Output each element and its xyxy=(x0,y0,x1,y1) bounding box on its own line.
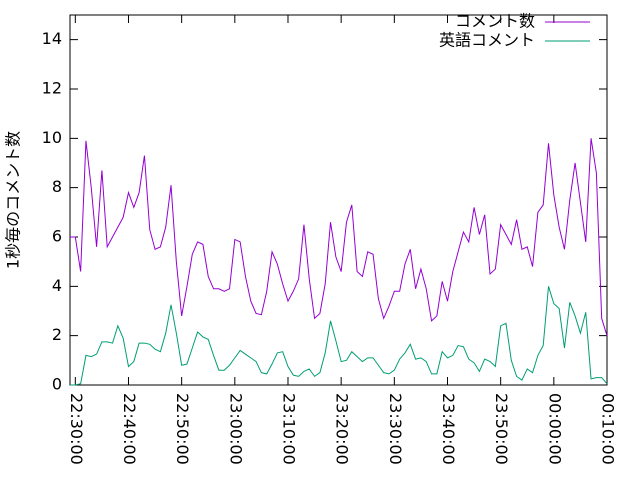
y-tick-label: 12 xyxy=(42,79,62,98)
series-line xyxy=(70,286,608,386)
plot-frame xyxy=(69,14,608,386)
legend-label: 英語コメント xyxy=(439,31,535,50)
y-tick-label: 2 xyxy=(52,325,62,344)
x-tick-label: 00:00:00 xyxy=(545,393,564,465)
x-tick-label: 22:40:00 xyxy=(120,393,139,465)
x-tick-label: 22:50:00 xyxy=(173,393,192,465)
x-tick-label: 22:30:00 xyxy=(67,393,86,465)
x-tick-label: 23:20:00 xyxy=(333,393,352,465)
x-tick-label: 23:00:00 xyxy=(226,393,245,465)
y-tick-label: 8 xyxy=(52,177,62,196)
y-tick-label: 10 xyxy=(42,128,62,147)
y-tick-label: 0 xyxy=(52,375,62,394)
x-tick-label: 23:30:00 xyxy=(386,393,405,465)
y-tick-label: 14 xyxy=(42,29,62,48)
x-tick-label: 23:10:00 xyxy=(279,393,298,465)
x-tick-label: 23:40:00 xyxy=(439,393,458,465)
y-axis-label: 1秒毎のコメント数 xyxy=(4,131,23,269)
y-tick-label: 4 xyxy=(52,276,62,295)
legend-label: コメント数 xyxy=(455,12,535,31)
x-tick-label: 00:10:00 xyxy=(599,393,618,465)
x-tick-label: 23:50:00 xyxy=(492,393,511,465)
series-line xyxy=(70,138,608,336)
y-tick-label: 6 xyxy=(52,227,62,246)
